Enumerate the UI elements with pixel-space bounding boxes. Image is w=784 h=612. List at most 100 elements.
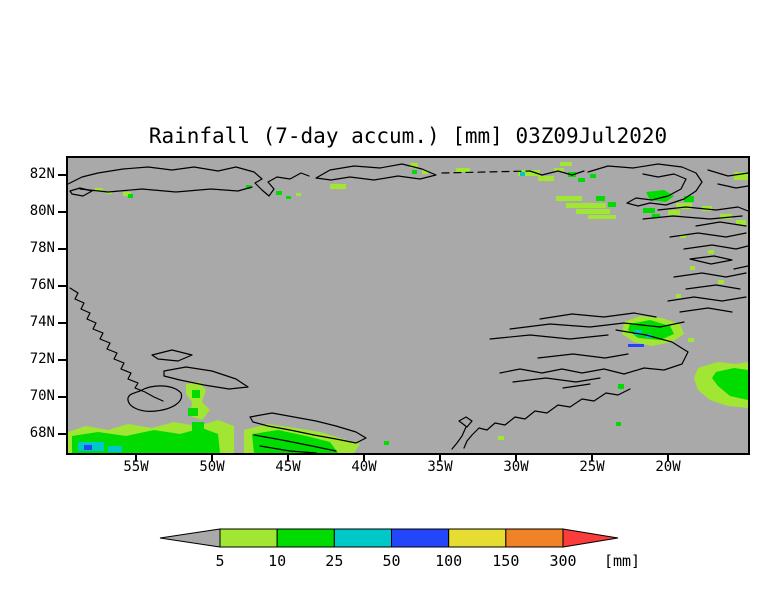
rain-patch <box>566 203 606 208</box>
rain-patch <box>708 250 714 254</box>
colorbar-underflow-arrow <box>159 528 221 548</box>
rain-patch <box>95 188 103 192</box>
coastline <box>451 426 467 450</box>
colorbar-overflow-arrow <box>562 528 619 548</box>
coastline <box>529 170 585 176</box>
coastline <box>695 221 747 227</box>
colorbar-tick-label: 100 <box>435 552 462 570</box>
coastline <box>537 353 629 359</box>
lon-tick-mark <box>515 455 517 461</box>
lon-tick-mark <box>135 455 137 461</box>
colorbar-tick-label: 10 <box>268 552 286 570</box>
rain-patch <box>736 220 746 225</box>
colorbar-tick-label: 50 <box>382 552 400 570</box>
rain-patch <box>412 170 417 174</box>
rain-shading <box>68 162 748 453</box>
coastline <box>679 307 733 313</box>
rain-patch <box>618 384 624 389</box>
coastline <box>163 366 249 390</box>
lat-tick-label: 68N <box>29 425 55 441</box>
rain-patch <box>330 184 346 189</box>
colorbar-segment <box>391 528 450 548</box>
coastline <box>642 215 743 220</box>
rain-patch <box>286 196 291 199</box>
lat-tick-label: 72N <box>29 351 55 367</box>
rain-patch <box>676 294 681 298</box>
coastline <box>685 284 741 290</box>
rain-patch <box>688 338 694 342</box>
coastline <box>689 255 733 265</box>
lon-tick-mark <box>363 455 365 461</box>
colorbar-segment <box>219 528 278 548</box>
rain-patch <box>456 168 470 172</box>
rain-patch <box>690 266 695 270</box>
lat-tick-label: 76N <box>29 277 55 293</box>
rain-patch <box>668 210 680 215</box>
rain-patch <box>84 445 92 450</box>
coastline <box>259 445 317 453</box>
rain-patch <box>296 193 301 196</box>
rain-patch <box>628 344 644 347</box>
rain-patch <box>560 162 572 166</box>
plot-title: Rainfall (7-day accum.) [mm] 03Z09Jul202… <box>148 124 668 148</box>
lat-tick-mark <box>58 285 66 287</box>
colorbar-segment <box>505 528 564 548</box>
greenland-map <box>68 162 748 453</box>
rain-patch <box>520 172 525 176</box>
lon-tick-label: 25W <box>579 459 605 475</box>
coastline <box>539 312 657 320</box>
rain-patch <box>590 174 596 178</box>
rain-patch <box>128 194 133 198</box>
lat-tick-mark <box>58 433 66 435</box>
rain-patch <box>192 390 200 398</box>
lon-tick-mark <box>287 455 289 461</box>
lat-tick-mark <box>58 248 66 250</box>
lon-tick-label: 50W <box>199 459 225 475</box>
coastline <box>253 434 337 452</box>
colorbar-segment <box>448 528 507 548</box>
coastline <box>669 232 747 238</box>
coastline <box>463 388 631 449</box>
coastline <box>667 296 747 302</box>
rain-patch <box>720 214 732 219</box>
coastline <box>707 169 748 177</box>
lat-tick-mark <box>58 396 66 398</box>
rain-patch <box>684 196 694 202</box>
lat-tick-mark <box>58 211 66 213</box>
map-frame <box>66 156 750 455</box>
rain-patch <box>192 422 204 432</box>
coastline <box>489 334 609 340</box>
lat-tick-label: 82N <box>29 166 55 182</box>
rain-patch <box>718 280 724 284</box>
lon-tick-mark <box>439 455 441 461</box>
rain-patch <box>734 172 748 180</box>
coastline <box>509 321 685 330</box>
colorbar-legend: 5 10 25 50 100 150 300 [mm] <box>159 528 640 570</box>
coastline <box>499 329 689 375</box>
rain-patch <box>596 196 605 201</box>
rain-patch <box>608 202 616 207</box>
lat-tick-label: 74N <box>29 314 55 330</box>
colorbar-tick-label: 25 <box>325 552 343 570</box>
rain-patch <box>646 190 674 202</box>
rain-patch <box>384 441 389 445</box>
lat-tick-label: 78N <box>29 240 55 256</box>
coastline <box>717 183 748 189</box>
rain-patch <box>576 209 610 214</box>
rain-patch <box>676 203 692 209</box>
rain-patch <box>108 446 122 452</box>
rain-patch <box>538 176 554 181</box>
rain-patch <box>422 170 428 174</box>
coastline <box>733 265 748 270</box>
colorbar-tick-label: 150 <box>492 552 519 570</box>
coastline <box>127 385 183 412</box>
coastline <box>249 412 367 444</box>
rain-patch <box>712 368 748 400</box>
coastline <box>441 170 531 174</box>
rain-patch <box>410 163 418 168</box>
coastline <box>512 377 601 383</box>
lon-tick-mark <box>211 455 213 461</box>
lon-tick-mark <box>591 455 593 461</box>
coastline <box>683 244 748 250</box>
colorbar-segment <box>333 528 392 548</box>
